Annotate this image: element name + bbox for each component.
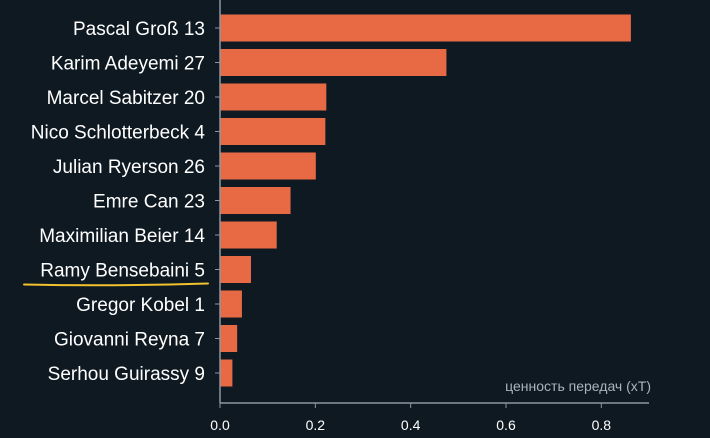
category-label-9: Giovanni Reyna 7 [54, 330, 205, 351]
category-label-10: Serhou Guirassy 9 [48, 364, 205, 385]
bar-0 [220, 14, 631, 42]
bar-1 [220, 49, 447, 76]
x-tick-label-4: 0.8 [592, 417, 612, 433]
category-label-7: Ramy Bensebaini 5 [40, 261, 205, 282]
x-tick-label-2: 0.4 [401, 417, 421, 433]
bar-3 [220, 118, 326, 145]
category-label-6: Maximilian Beier 14 [39, 226, 205, 247]
category-label-5: Emre Can 23 [93, 192, 205, 213]
x-tick-label-0: 0.0 [210, 417, 230, 433]
bar-6 [220, 221, 277, 249]
x-tick-label-1: 0.2 [306, 417, 326, 433]
bar-4 [220, 152, 316, 180]
category-label-3: Nico Schlotterbeck 4 [31, 123, 206, 144]
category-labels-group: Pascal Groß 13 Karim Adeyemi 27 Marcel Sab… [31, 19, 220, 385]
highlight-underline [23, 282, 209, 287]
category-label-0: Pascal Groß 13 [73, 19, 205, 40]
bar-10 [220, 359, 233, 387]
bar-7 [220, 256, 251, 283]
category-label-4: Julian Ryerson 26 [53, 157, 205, 178]
category-label-1: Karim Adeyemi 27 [51, 54, 205, 75]
bar-9 [220, 325, 238, 352]
bar-5 [220, 187, 291, 214]
bar-2 [220, 83, 327, 111]
bars-group [220, 14, 631, 387]
x-axis-title: ценность передач (xT) [505, 378, 651, 394]
category-label-8: Gregor Kobel 1 [76, 295, 205, 316]
x-ticks-group: 0.0 0.2 0.4 0.6 0.8 [210, 403, 611, 433]
bar-8 [220, 290, 242, 318]
category-label-2: Marcel Sabitzer 20 [47, 88, 205, 109]
x-tick-label-3: 0.6 [496, 417, 516, 433]
